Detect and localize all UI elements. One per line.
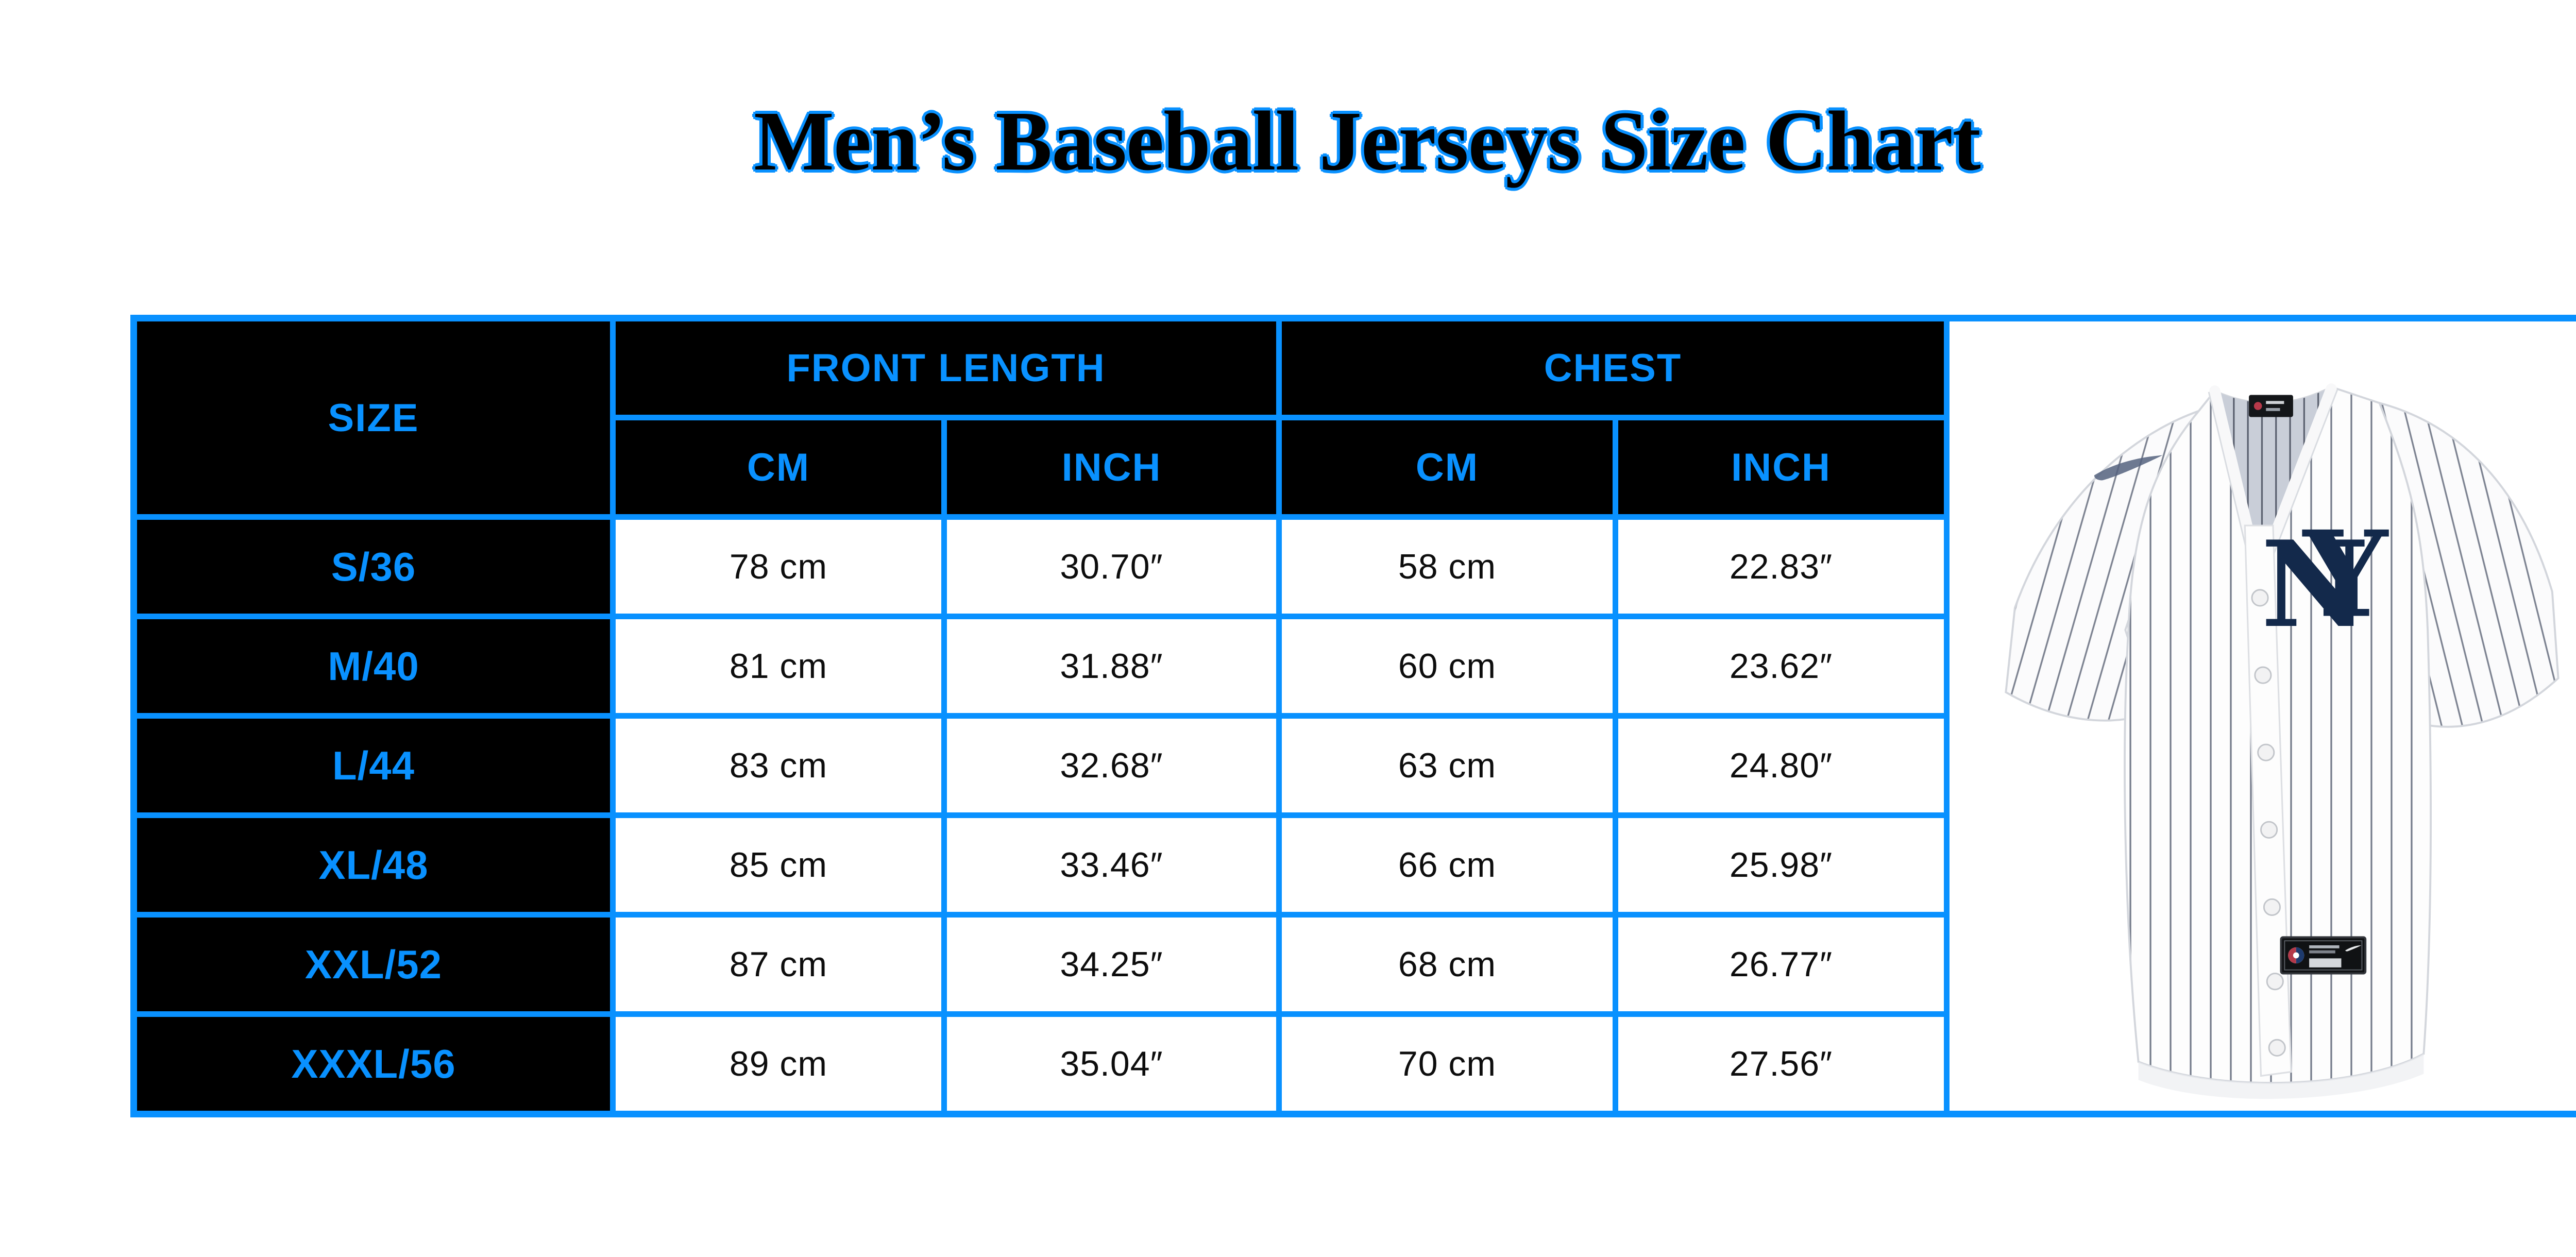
data-cell: 87 cm [616, 918, 941, 1011]
header-front-cm: CM [616, 420, 941, 514]
data-cell: 68 cm [1282, 918, 1613, 1011]
page-title: Men’s Baseball Jerseys Size Chart [754, 94, 1981, 188]
data-cell: 81 cm [616, 619, 941, 713]
data-cell: 30.70″ [947, 520, 1276, 614]
data-cell: 23.62″ [1618, 619, 1944, 713]
header-front-length: FRONT LENGTH [616, 321, 1276, 415]
ny-logo-n: N [2261, 515, 2369, 654]
size-cell: M/40 [137, 619, 610, 713]
collar-tag [2249, 395, 2293, 417]
header-chest: CHEST [1282, 321, 1944, 415]
data-cell: 35.04″ [947, 1017, 1276, 1111]
ny-logo-y: Y [2301, 505, 2389, 644]
data-cell: 22.83″ [1618, 520, 1944, 614]
size-cell: XXL/52 [137, 918, 610, 1011]
data-cell: 58 cm [1282, 520, 1613, 614]
jersey-buttons [2251, 588, 2286, 1057]
data-cell: 26.77″ [1618, 918, 1944, 1011]
data-cell: 85 cm [616, 818, 941, 912]
data-cell: 32.68″ [947, 719, 1276, 812]
size-cell: XXXL/56 [137, 1017, 610, 1111]
data-cell: 27.56″ [1618, 1017, 1944, 1111]
size-cell: L/44 [137, 719, 610, 812]
data-cell: 83 cm [616, 719, 941, 812]
jock-tag [2280, 936, 2367, 975]
data-cell: 25.98″ [1618, 818, 1944, 912]
jersey-illustration: N Y [2005, 383, 2560, 1099]
data-cell: 63 cm [1282, 719, 1613, 812]
jersey-left-sleeve [2005, 409, 2200, 722]
data-cell: 78 cm [616, 520, 941, 614]
jersey-collar [2208, 383, 2338, 581]
data-cell: 70 cm [1282, 1017, 1613, 1111]
header-chest-inch: INCH [1618, 420, 1944, 514]
data-cell: 33.46″ [947, 818, 1276, 912]
mlb-logo-icon [2288, 947, 2304, 963]
data-cell: 24.80″ [1618, 719, 1944, 812]
data-cell: 34.25″ [947, 918, 1276, 1011]
size-cell: S/36 [137, 520, 610, 614]
data-cell: 31.88″ [947, 619, 1276, 713]
jersey-panel: N Y [1950, 321, 2576, 1111]
size-cell: XL/48 [137, 818, 610, 912]
data-cell: 66 cm [1282, 818, 1613, 912]
header-chest-cm: CM [1282, 420, 1613, 514]
data-cell: 60 cm [1282, 619, 1613, 713]
ny-logo: N Y [2261, 505, 2389, 654]
data-cell: 89 cm [616, 1017, 941, 1111]
header-front-inch: INCH [947, 420, 1276, 514]
nike-swoosh-icon [2094, 455, 2163, 480]
jersey-placket [2244, 524, 2292, 1077]
header-size: SIZE [137, 321, 610, 514]
size-table: SIZE FRONT LENGTH CHEST [130, 315, 2576, 1117]
